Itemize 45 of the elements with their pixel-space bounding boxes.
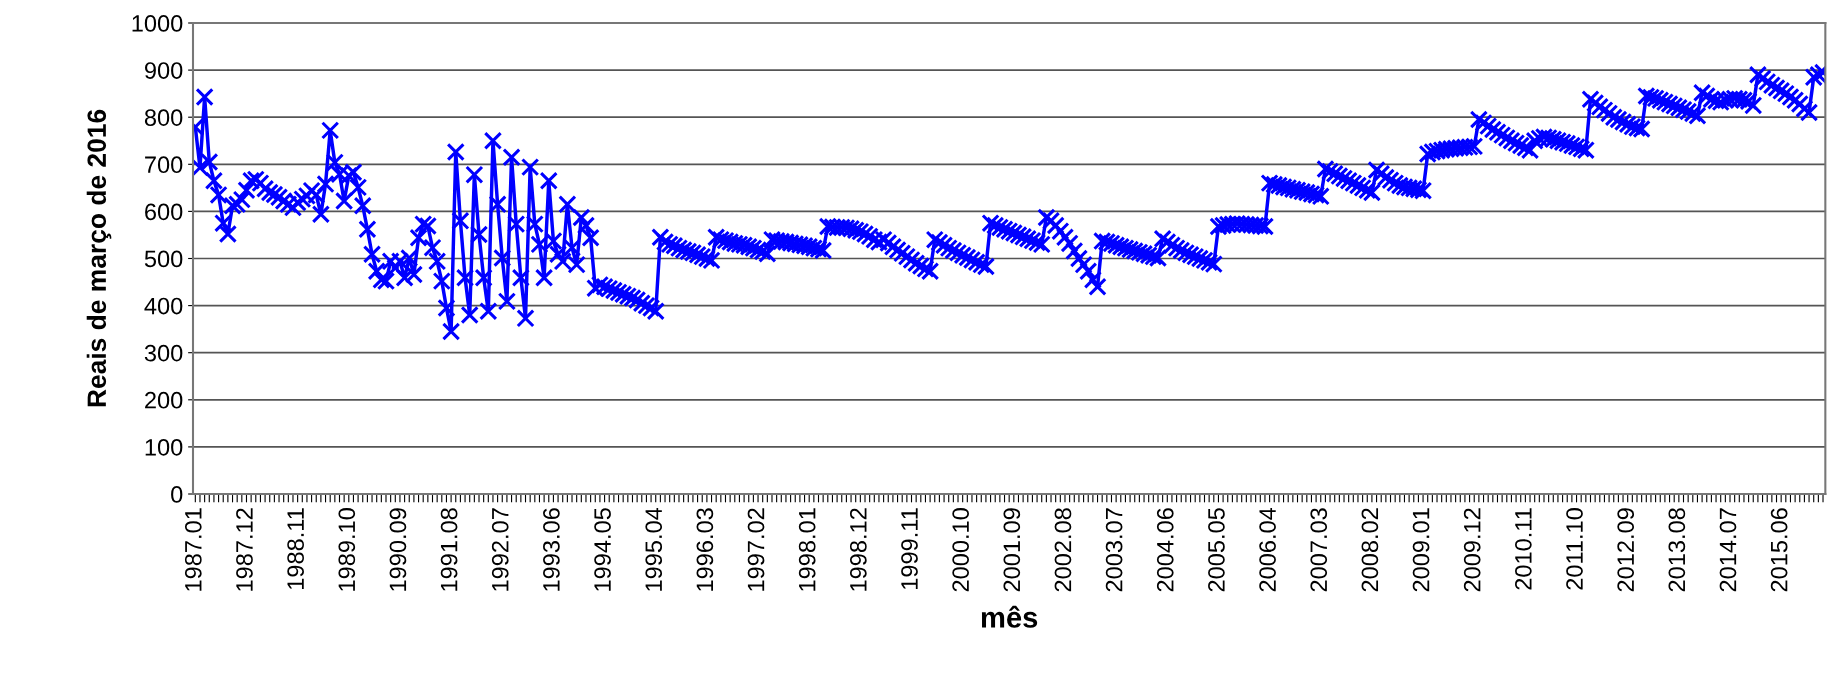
x-tick-label: 1995.04 [645, 507, 663, 591]
x-tick-label: 2009.01 [1412, 508, 1430, 592]
x-axis-title: mês [981, 605, 1038, 628]
y-tick-label: 1000 [132, 15, 183, 32]
y-tick-label: 400 [144, 297, 183, 315]
x-tick-label: 2014.07 [1719, 508, 1737, 592]
x-tick-label: 2000.10 [952, 508, 969, 592]
x-tick-label: 1992.07 [491, 508, 509, 591]
x-tick-label: 2012.09 [1617, 508, 1635, 592]
x-tick-label: 1987.01 [184, 508, 202, 591]
x-tick-label: 1997.02 [747, 508, 765, 591]
y-tick-label: 900 [144, 62, 183, 79]
x-tick-label: 2011.10 [1566, 508, 1583, 590]
x-tick-label: 2005.05 [1208, 508, 1225, 592]
x-tick-label: 1988.11 [287, 508, 304, 589]
x-tick-label: 2009.12 [1463, 508, 1481, 592]
x-tick-label: 1987.12 [236, 508, 253, 591]
x-tick-label: 1999.11 [901, 508, 918, 589]
y-tick-label: 800 [144, 109, 183, 126]
x-tick-label: 2002.08 [1054, 508, 1072, 592]
y-tick-label: 100 [145, 438, 183, 456]
x-tick-label: 2003.07 [1105, 508, 1123, 592]
x-tick-label: 2010.11 [1515, 508, 1532, 590]
y-axis-title: Reais de março de 2016 [86, 109, 112, 407]
y-tick-label: 300 [144, 344, 183, 362]
x-tick-label: 2007.03 [1310, 508, 1328, 592]
y-tick-label: 200 [145, 391, 183, 409]
x-tick-label: 1998.01 [798, 508, 816, 591]
x-tick-label: 1998.12 [849, 508, 867, 591]
x-tick-label: 2013.08 [1668, 508, 1686, 592]
x-tick-label: 2008.02 [1361, 508, 1379, 592]
x-tick-label: 2015.06 [1770, 508, 1788, 592]
x-tick-label: 1996.03 [696, 508, 714, 591]
x-tick-label: 2004.06 [1156, 508, 1174, 592]
y-tick-label: 700 [145, 156, 183, 174]
x-tick-label: 1991.08 [440, 508, 458, 591]
x-tick-label: 1989.10 [338, 508, 356, 591]
x-tick-label: 1990.09 [389, 508, 407, 591]
x-tick-label: 1993.06 [543, 508, 560, 591]
x-tick-label: 2001.09 [1003, 508, 1021, 592]
y-tick-label: 500 [144, 250, 183, 268]
x-tick-label: 1994.05 [594, 508, 611, 591]
y-tick-label: 600 [145, 203, 183, 221]
x-tick-label: 2006.04 [1259, 507, 1276, 592]
y-tick-label: 0 [171, 486, 183, 503]
